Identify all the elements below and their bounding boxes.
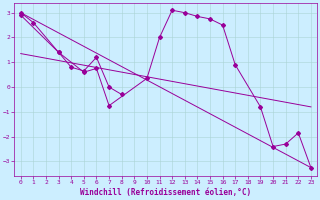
X-axis label: Windchill (Refroidissement éolien,°C): Windchill (Refroidissement éolien,°C) [80, 188, 252, 197]
